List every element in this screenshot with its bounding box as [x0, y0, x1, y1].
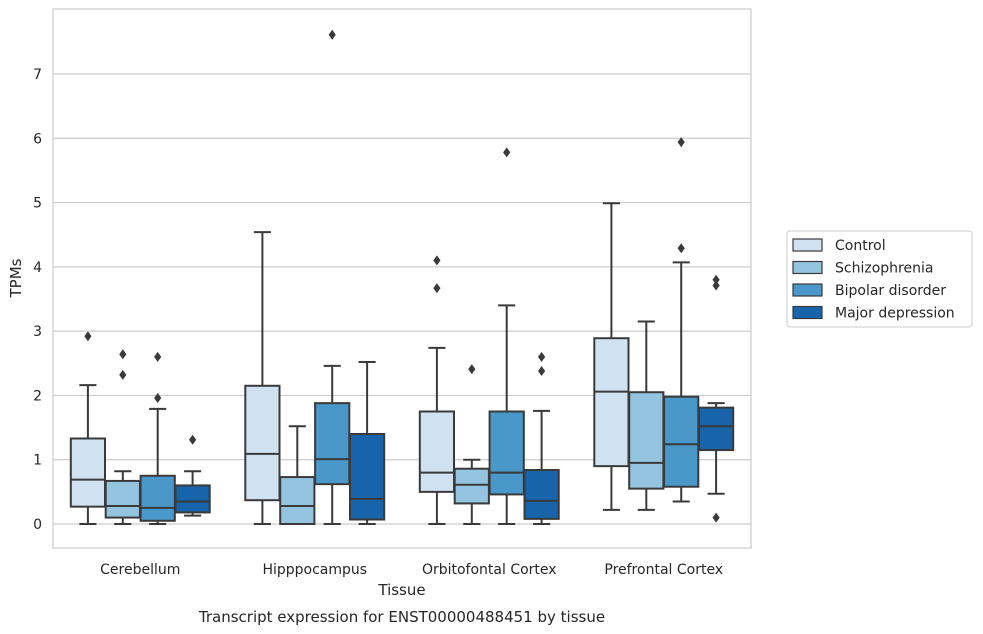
y-tick-label: 5	[33, 196, 42, 212]
outlier-point	[433, 283, 441, 294]
outlier-point	[538, 351, 546, 362]
x-tick-label: Prefrontal Cortex	[604, 562, 723, 578]
legend-label: Control	[835, 238, 886, 254]
chart-caption: Transcript expression for ENST0000048845…	[198, 608, 605, 626]
y-tick-label: 6	[33, 131, 42, 147]
legend-swatch	[792, 260, 823, 275]
outlier-point	[538, 366, 546, 376]
box-major-depression	[523, 351, 560, 525]
outlier-point	[677, 137, 685, 148]
y-tick-label: 3	[33, 324, 42, 340]
box-groups	[69, 29, 735, 526]
plot-area-frame	[52, 8, 752, 549]
legend-label: Bipolar disorder	[835, 283, 946, 299]
x-axis-label: Tissue	[377, 581, 425, 599]
y-tick-label: 7	[33, 67, 42, 83]
box-schizophrenia	[279, 425, 316, 526]
box-control	[244, 231, 281, 525]
box-major-depression	[697, 274, 735, 523]
box-control	[593, 202, 630, 511]
box-schizophrenia	[104, 349, 141, 525]
outlier-point	[712, 280, 720, 291]
y-tick-label: 1	[33, 453, 42, 469]
box-body	[663, 395, 700, 488]
box-schizophrenia	[628, 320, 665, 511]
y-tick-label: 2	[33, 388, 42, 404]
outlier-point	[712, 512, 720, 523]
outlier-point	[433, 255, 441, 266]
box-body	[628, 391, 665, 490]
outlier-point	[189, 434, 197, 445]
box-body	[104, 479, 141, 519]
box-body	[523, 469, 560, 520]
outlier-point	[712, 274, 720, 285]
legend-frame	[786, 230, 973, 328]
y-tick-label: 4	[33, 260, 42, 276]
x-axis-ticks: Cerebellum Hipppocampus Orbitofontal Corte…	[100, 562, 723, 578]
legend-swatch	[792, 283, 823, 297]
outlier-point	[154, 351, 162, 362]
box-body	[69, 437, 107, 508]
box-schizophrenia	[453, 364, 490, 525]
box-control	[69, 331, 107, 525]
box-body	[348, 433, 386, 521]
box-body	[697, 406, 735, 452]
outlier-point	[119, 349, 127, 360]
box-bipolar-disorder	[314, 29, 351, 525]
outlier-point	[154, 393, 162, 403]
box-body	[488, 410, 525, 496]
box-bipolar-disorder	[663, 137, 700, 503]
box-body	[244, 384, 281, 502]
y-axis-label: TPMs	[7, 258, 25, 298]
box-body	[279, 476, 316, 526]
y-tick-label: 0	[33, 517, 42, 533]
box-body	[418, 410, 456, 493]
y-axis-ticks: 0 1 2 3 4 5 6 7	[33, 67, 42, 533]
outlier-point	[503, 147, 511, 158]
x-tick-label: Hipppocampus	[262, 562, 367, 578]
outlier-point	[677, 243, 685, 254]
legend-label: Major depression	[835, 306, 955, 322]
box-major-depression	[348, 361, 386, 525]
box-body	[314, 402, 351, 486]
outlier-point	[84, 331, 92, 342]
x-tick-label: Cerebellum	[100, 562, 180, 578]
outlier-point	[468, 364, 476, 375]
legend-label: Schizophrenia	[835, 261, 933, 277]
box-bipolar-disorder	[139, 351, 176, 525]
legend-swatch	[792, 305, 823, 320]
x-tick-label: Orbitofontal Cortex	[422, 562, 557, 578]
legend: Control Schizophrenia Bipolar disorder Majo…	[786, 230, 973, 328]
box-body	[139, 474, 176, 522]
box-major-depression	[174, 434, 211, 517]
legend-swatch	[792, 238, 823, 252]
box-body	[453, 467, 490, 505]
box-bipolar-disorder	[488, 147, 525, 525]
box-body	[593, 337, 630, 468]
outlier-point	[328, 29, 336, 40]
outlier-point	[119, 369, 127, 380]
box-body	[174, 484, 211, 514]
box-control	[418, 255, 456, 525]
gridlines	[53, 73, 751, 525]
